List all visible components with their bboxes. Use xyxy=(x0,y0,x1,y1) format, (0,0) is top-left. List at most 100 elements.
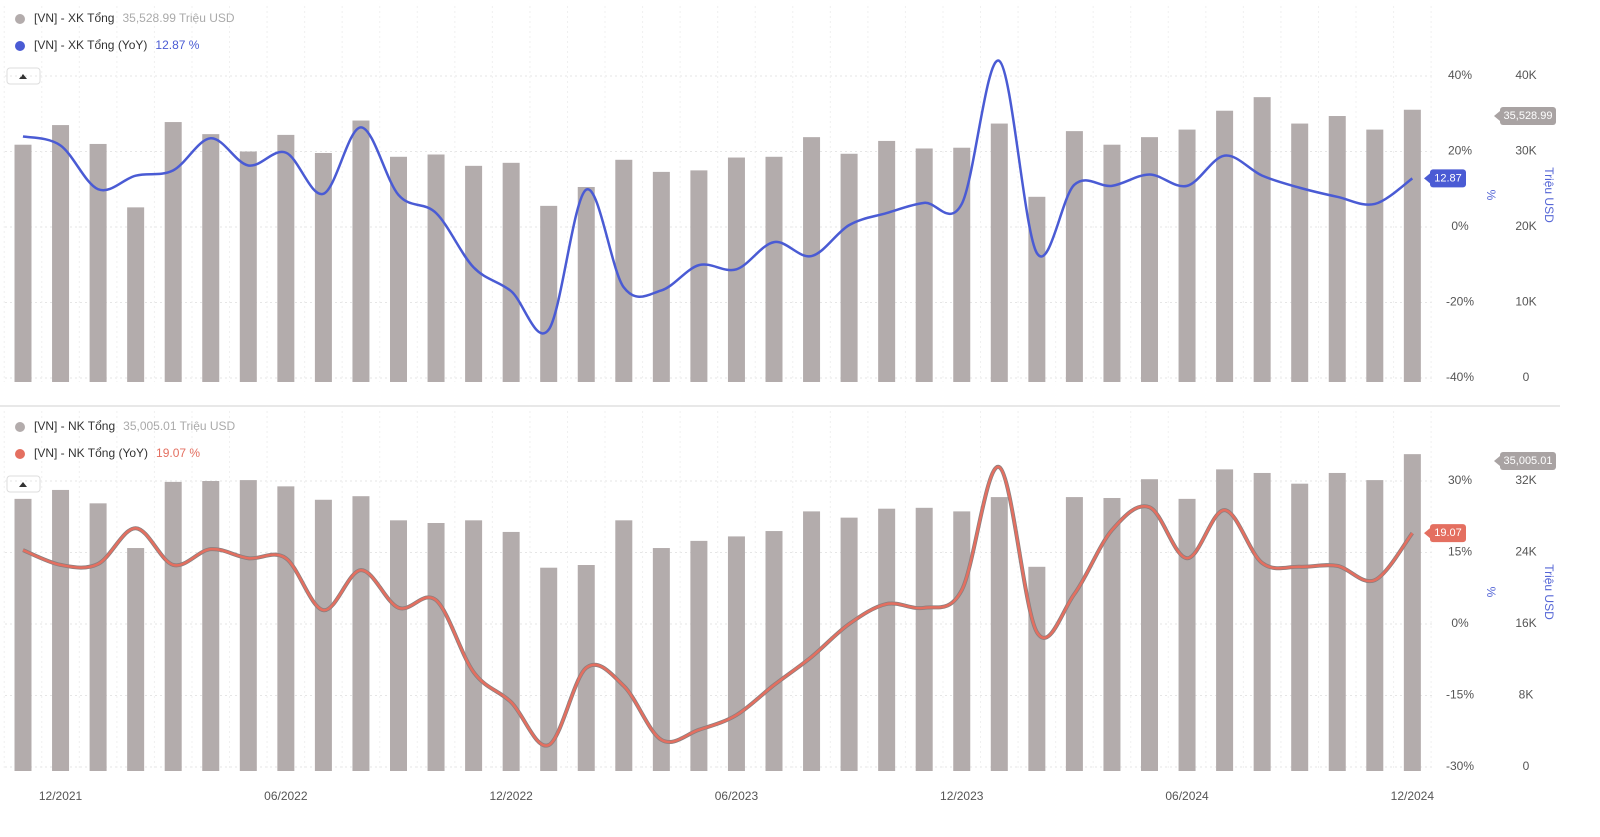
y-tick-label: -40% xyxy=(1446,370,1474,384)
line xyxy=(22,465,1414,747)
bar xyxy=(314,153,332,382)
bar xyxy=(127,207,145,382)
y-tick-label: -15% xyxy=(1446,688,1474,702)
bar xyxy=(202,134,220,382)
value-tag-label: 12.87 xyxy=(1434,172,1462,184)
bar xyxy=(1403,109,1421,382)
bar xyxy=(1028,566,1046,771)
legend-swatch xyxy=(15,422,25,432)
bar xyxy=(390,156,407,382)
y2-tick-label: 24K xyxy=(1515,545,1536,559)
bar xyxy=(314,499,332,771)
bar xyxy=(1141,137,1158,382)
bar xyxy=(765,531,783,771)
bar xyxy=(1253,472,1271,771)
bar xyxy=(502,531,520,771)
bar xyxy=(1065,497,1083,771)
y2-axis-title: Triệu USD xyxy=(1542,167,1556,223)
value-tag xyxy=(1430,524,1466,543)
legend-label: [VN] - NK Tổng (YoY) 19.07 % xyxy=(34,446,200,460)
bar xyxy=(615,159,633,382)
y2-tick-label: 0 xyxy=(1523,759,1530,773)
y2-tick-label: 10K xyxy=(1515,295,1536,309)
y2-tick-label: 32K xyxy=(1515,473,1536,487)
legend-value: 12.87 % xyxy=(155,38,199,52)
bar xyxy=(1291,123,1309,382)
bar xyxy=(89,143,107,382)
legend-value: 35,005.01 Triệu USD xyxy=(123,419,235,433)
legend-name: [VN] - NK Tổng xyxy=(34,419,115,433)
legend-label: [VN] - XK Tổng 35,528.99 Triệu USD xyxy=(34,11,235,25)
bar xyxy=(878,508,896,771)
bar xyxy=(652,171,670,382)
y-tick-label: 15% xyxy=(1448,545,1472,559)
y2-tick-label: 16K xyxy=(1515,616,1536,630)
bar xyxy=(1328,116,1346,382)
x-tick-label: 12/2023 xyxy=(940,789,984,803)
bar xyxy=(1253,97,1271,382)
bar xyxy=(1103,497,1121,771)
y-tick-label: 0% xyxy=(1451,616,1469,630)
bar xyxy=(427,523,445,771)
bar xyxy=(915,507,933,771)
bar xyxy=(1366,480,1384,771)
legend-swatch xyxy=(15,449,25,459)
bar xyxy=(652,548,670,771)
bar xyxy=(577,186,595,382)
value-tag-pointer xyxy=(1494,456,1500,466)
bar xyxy=(615,520,633,771)
x-tick-label: 06/2024 xyxy=(1165,789,1209,803)
bar xyxy=(953,511,971,771)
legend-value: 19.07 % xyxy=(156,446,200,460)
legend-label: [VN] - XK Tổng (YoY) 12.87 % xyxy=(34,38,200,52)
bar xyxy=(1178,129,1196,382)
bar xyxy=(127,548,145,771)
bar xyxy=(1028,196,1046,382)
bar xyxy=(390,520,407,771)
y2-tick-label: 20K xyxy=(1515,219,1536,233)
legend-swatch xyxy=(15,14,25,24)
bar xyxy=(239,480,257,771)
legend-value: 35,528.99 Triệu USD xyxy=(122,11,234,25)
y-axis-title: % xyxy=(1484,587,1498,598)
bar xyxy=(164,481,182,771)
x-tick-label: 12/2022 xyxy=(489,789,533,803)
collapse-button[interactable] xyxy=(6,475,41,493)
bar xyxy=(840,153,858,382)
bar xyxy=(1216,110,1234,382)
y2-axis-title: Triệu USD xyxy=(1542,564,1556,620)
y-tick-label: 20% xyxy=(1448,144,1472,158)
bar xyxy=(990,123,1008,382)
bar xyxy=(1178,498,1196,771)
y-tick-label: 30% xyxy=(1448,473,1472,487)
bar xyxy=(239,151,257,382)
bar xyxy=(1403,454,1421,771)
bar xyxy=(202,481,220,771)
value-tag-label: 19.07 xyxy=(1434,527,1462,539)
bar xyxy=(277,134,295,382)
bar xyxy=(1103,144,1121,382)
x-tick-label: 12/2024 xyxy=(1391,789,1435,803)
bar xyxy=(878,140,896,382)
bar xyxy=(465,165,483,382)
bar xyxy=(14,144,32,382)
value-tag xyxy=(1500,452,1556,470)
bar xyxy=(89,503,107,771)
y-tick-label: 0% xyxy=(1451,219,1469,233)
bar xyxy=(1065,131,1083,382)
value-tag xyxy=(1430,169,1466,188)
y-tick-label: 40% xyxy=(1448,68,1472,82)
y-tick-label: -20% xyxy=(1446,295,1474,309)
legend-name: [VN] - XK Tổng xyxy=(34,11,114,25)
bar xyxy=(540,205,558,382)
chart-panel: -30% -15% 0% 15% 30% 0 8K 16K 24K 32K% Triệu USD [V… xyxy=(3,411,1556,803)
bar xyxy=(277,486,295,771)
bar xyxy=(727,536,745,771)
x-tick-label: 12/2021 xyxy=(39,789,83,803)
bar xyxy=(690,540,708,771)
bar xyxy=(990,497,1008,771)
y2-tick-label: 40K xyxy=(1515,68,1536,82)
value-tag-label: 35,005.01 xyxy=(1504,455,1553,467)
bar xyxy=(803,137,821,382)
